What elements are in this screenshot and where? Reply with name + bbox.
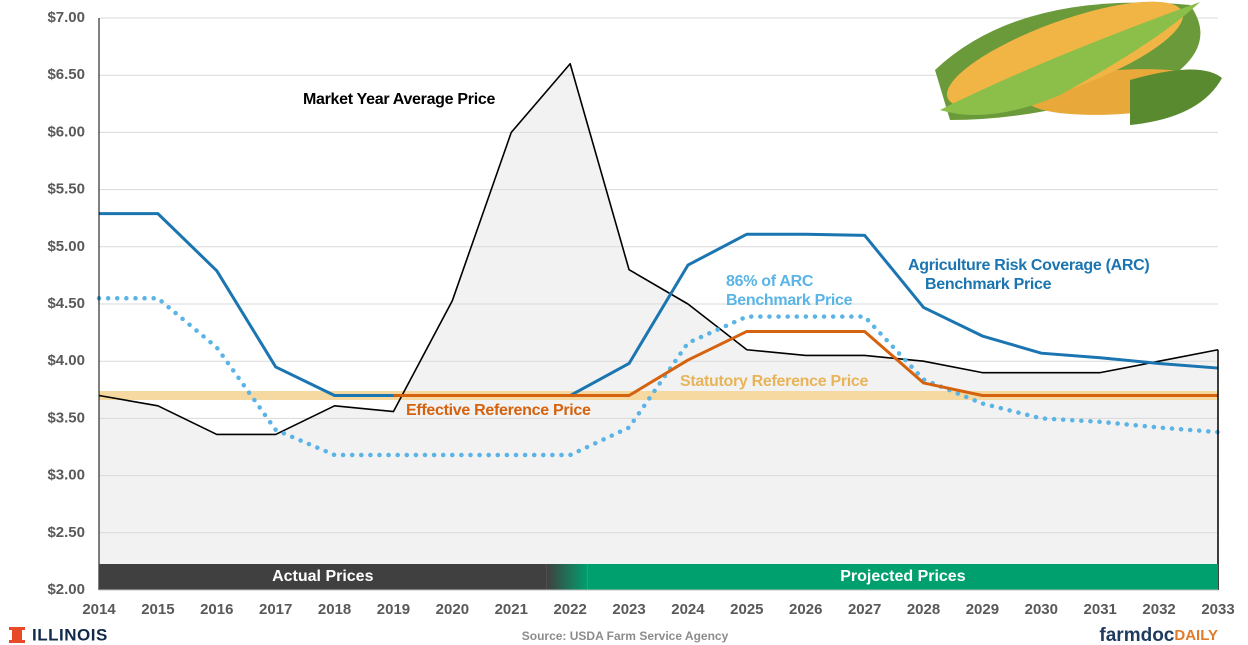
- y-tick-label: $6.00: [47, 123, 85, 140]
- x-tick-label: 2015: [141, 601, 174, 618]
- x-tick-label: 2030: [1025, 601, 1058, 618]
- band-label: Projected Prices: [840, 568, 966, 585]
- logo-text-part: DAILY: [1174, 627, 1218, 644]
- x-tick-label: 2023: [612, 601, 645, 618]
- series-label: 86% of ARC: [726, 273, 814, 290]
- illinois-logo: [9, 627, 25, 643]
- x-tick-label: 2031: [1084, 601, 1117, 618]
- x-tick-label: 2024: [671, 601, 705, 618]
- x-tick-label: 2028: [907, 601, 940, 618]
- x-tick-label: 2026: [789, 601, 822, 618]
- x-tick-label: 2032: [1142, 601, 1175, 618]
- y-tick-label: $4.00: [47, 352, 85, 369]
- series-line: [96, 296, 1221, 458]
- y-tick-label: $5.00: [47, 238, 85, 255]
- logo-text-part: farmdoc: [1099, 625, 1174, 645]
- x-tick-label: 2014: [82, 601, 116, 618]
- source-note: Source: USDA Farm Service Agency: [522, 629, 729, 643]
- y-tick-label: $3.00: [47, 467, 85, 484]
- x-tick-label: 2022: [553, 601, 586, 618]
- x-tick-label: 2018: [318, 601, 351, 618]
- x-tick-label: 2033: [1201, 601, 1234, 618]
- series-label: Benchmark Price: [925, 276, 1052, 293]
- x-tick-label: 2020: [436, 601, 469, 618]
- y-tick-label: $5.50: [47, 181, 85, 198]
- logo-text: farmdocDAILY: [1099, 625, 1218, 645]
- series-label: Agriculture Risk Coverage (ARC): [908, 257, 1149, 274]
- x-tick-label: 2016: [200, 601, 233, 618]
- logo-text: ILLINOIS: [32, 625, 108, 644]
- x-tick-label: 2019: [377, 601, 410, 618]
- y-tick-label: $6.50: [47, 66, 85, 83]
- band-label: Actual Prices: [272, 568, 373, 585]
- logo-mark: [9, 640, 25, 643]
- series-label: Statutory Reference Price: [680, 373, 869, 390]
- plot-area: [96, 17, 1221, 591]
- logo-mark: [9, 627, 25, 630]
- y-tick-label: $2.50: [47, 524, 85, 541]
- series-line: [99, 212, 1219, 398]
- corn-image: [935, 1, 1222, 125]
- series-label: Effective Reference Price: [406, 402, 591, 419]
- y-tick-label: $7.00: [47, 9, 85, 26]
- series-line: [393, 329, 1218, 398]
- series-label: Benchmark Price: [726, 292, 853, 309]
- y-tick-label: $4.50: [47, 295, 85, 312]
- x-tick-label: 2021: [495, 601, 528, 618]
- area-fill: [99, 63, 1218, 590]
- band: [99, 564, 547, 590]
- series-line: [98, 62, 1219, 436]
- x-tick-label: 2025: [730, 601, 763, 618]
- series-label: Market Year Average Price: [303, 91, 495, 108]
- band-blend: [546, 564, 588, 590]
- logo-mark: [12, 627, 22, 643]
- x-tick-label: 2027: [848, 601, 881, 618]
- band: [587, 564, 1218, 590]
- x-tick-label: 2029: [966, 601, 999, 618]
- x-tick-label: 2017: [259, 601, 292, 618]
- y-tick-label: $2.00: [47, 581, 85, 598]
- y-tick-label: $3.50: [47, 409, 85, 426]
